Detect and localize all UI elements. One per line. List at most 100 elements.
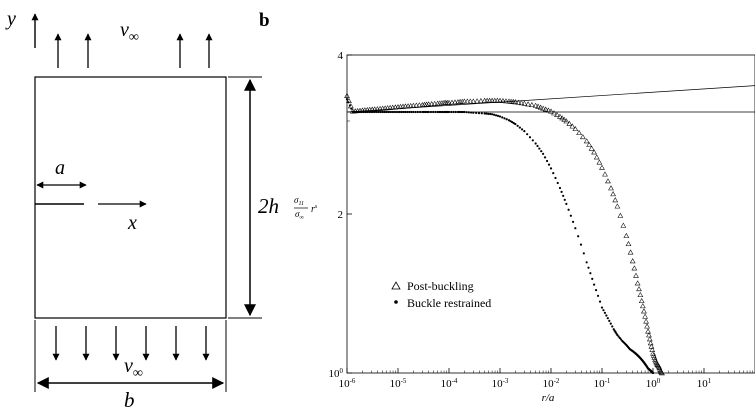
dot-point: [377, 110, 380, 114]
dot-point: [379, 110, 382, 114]
dot-point: [427, 110, 430, 114]
panel-b-label: b: [259, 10, 270, 31]
triangle-point: [572, 126, 579, 132]
dot-point: [357, 110, 360, 114]
dot-point: [465, 111, 468, 114]
triangle-point: [529, 102, 535, 108]
dot-point: [469, 111, 473, 114]
dot-point: [528, 136, 532, 139]
triangle-point: [646, 332, 652, 338]
dot-point: [418, 110, 422, 114]
dot-point: [447, 110, 451, 114]
crack-length-label: a: [55, 157, 65, 179]
dot-point: [618, 336, 621, 340]
dot-point: [392, 110, 396, 114]
dot-point: [547, 163, 551, 166]
dot-point: [463, 110, 466, 114]
dot-point: [460, 110, 463, 114]
dot-point: [347, 101, 350, 104]
y-tick-label: 4: [338, 50, 344, 62]
dot-point: [424, 110, 427, 114]
dot-point: [605, 314, 608, 317]
dot-point: [487, 112, 490, 115]
triangle-point: [648, 343, 655, 349]
dot-point: [353, 110, 356, 114]
dot-point: [456, 110, 460, 114]
triangle-point: [643, 318, 649, 324]
dot-point: [371, 110, 374, 114]
dot-point: [489, 112, 492, 116]
triangle-point: [638, 298, 645, 304]
triangle-point: [566, 120, 573, 126]
dot-point: [438, 110, 441, 114]
triangle-point: [625, 241, 632, 247]
triangle-point: [344, 92, 350, 98]
top-load-arrows: [54, 33, 213, 68]
dot-point: [398, 110, 401, 114]
triangle-point: [659, 370, 665, 376]
triangle-point: [639, 303, 646, 309]
dot-point: [571, 220, 575, 223]
triangle-point: [470, 98, 477, 104]
triangle-point: [569, 123, 576, 129]
dot-point: [545, 159, 549, 163]
dot-point: [596, 294, 600, 297]
dot-point: [538, 147, 541, 150]
x-tick-label: 10-4: [441, 377, 458, 390]
plot-frame: [346, 54, 755, 374]
triangle-point: [647, 340, 654, 346]
dot-point: [421, 110, 424, 114]
triangle-point: [620, 222, 627, 228]
series-post-buckling: [344, 92, 665, 376]
dot-point: [410, 110, 413, 114]
triangle-point: [416, 102, 423, 108]
triangle-point: [559, 115, 565, 121]
dot-point: [594, 289, 598, 292]
dot-point: [501, 116, 504, 119]
dot-point: [600, 306, 604, 309]
dot-marker-icon: [394, 300, 398, 304]
triangle-point: [641, 308, 647, 314]
dot-point: [616, 333, 619, 337]
triangle-point: [525, 101, 531, 107]
triangle-point: [627, 249, 634, 255]
triangle-point: [593, 154, 600, 160]
axis-ticks: [346, 54, 753, 374]
dot-point: [492, 113, 496, 116]
triangle-point: [586, 141, 593, 147]
dot-point: [511, 121, 514, 124]
dot-point: [483, 112, 486, 115]
plate-rectangle: [34, 76, 227, 319]
dot-point: [406, 110, 409, 114]
x-tick-label: 10-6: [339, 377, 356, 390]
dot-point: [617, 335, 620, 338]
dot-point: [518, 126, 521, 129]
dot-point: [507, 119, 511, 122]
dot-point: [426, 110, 429, 114]
triangle-point: [410, 102, 417, 108]
velocity-top-label: v∞: [120, 19, 139, 45]
dot-point: [585, 261, 588, 264]
dot-point: [598, 300, 602, 303]
triangle-point: [444, 99, 451, 105]
triangle-point: [602, 171, 608, 177]
bottom-load-arrows: [52, 326, 210, 361]
dot-point: [390, 110, 394, 114]
panel-b: b σ11 σ∞ rs 10-6 10-5 10-4 10-3 10-2 10-1 100 1…: [259, 10, 755, 404]
triangle-point: [467, 98, 474, 104]
triangle-point: [500, 98, 506, 104]
dot-point: [563, 198, 566, 201]
y-axis-label: y: [5, 8, 16, 30]
triangle-point: [532, 102, 539, 108]
dot-point: [609, 322, 612, 325]
x-tick-labels: 10-6 10-5 10-4 10-3 10-2 10-1 100 101: [339, 377, 712, 390]
triangle-point: [610, 191, 616, 197]
dot-point: [454, 110, 457, 114]
dot-point: [429, 110, 433, 114]
dot-point: [439, 110, 442, 114]
triangle-point: [561, 116, 568, 122]
dot-point: [452, 110, 455, 114]
dot-point: [611, 325, 614, 328]
triangle-point: [636, 286, 642, 292]
